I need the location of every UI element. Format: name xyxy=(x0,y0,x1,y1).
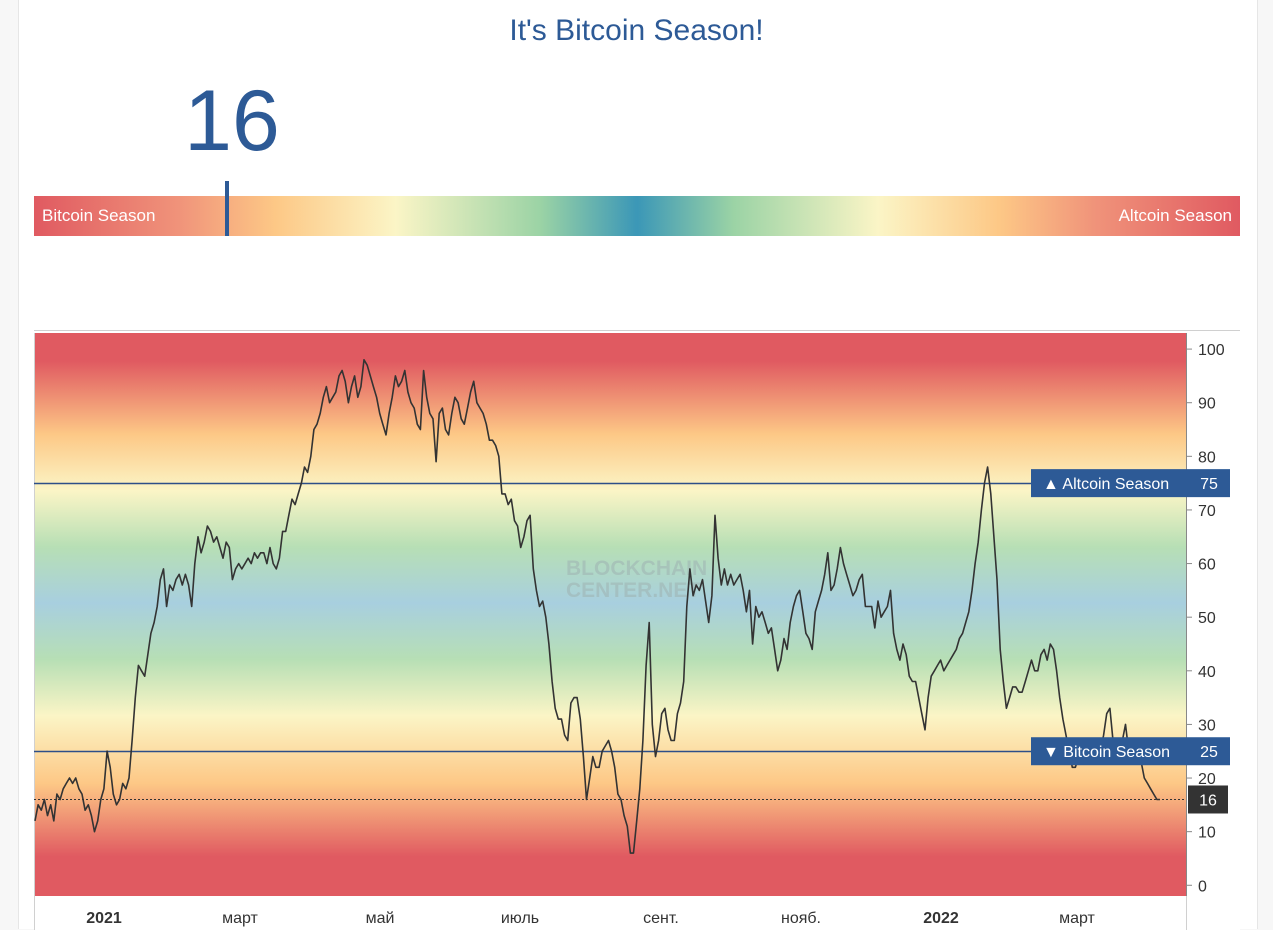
x-tick-label: 2022 xyxy=(923,910,959,927)
y-tick-label: 40 xyxy=(1198,664,1216,681)
x-tick-label: сент. xyxy=(643,910,679,927)
threshold-tag xyxy=(1031,737,1188,766)
price-tags: ▲ Altcoin Season 75 ▼ Bitcoin Season 25 16 xyxy=(1031,469,1230,814)
y-axis-panel xyxy=(1186,331,1240,930)
x-axis-panel xyxy=(34,896,1240,930)
y-tick-label: 0 xyxy=(1198,878,1207,895)
current-value-label: 16 xyxy=(1199,792,1217,809)
x-tick-label: нояб. xyxy=(781,910,821,927)
y-tick-label: 60 xyxy=(1198,557,1216,574)
y-tick-label: 30 xyxy=(1198,717,1216,734)
y-tick-label: 10 xyxy=(1198,825,1216,842)
threshold-tag-label: ▲ Altcoin Season xyxy=(1043,476,1169,493)
chart-background xyxy=(34,333,1186,896)
threshold-lines xyxy=(34,482,1186,800)
threshold-tag-label: ▼ Bitcoin Season xyxy=(1043,744,1170,761)
altcoin-season-label: Altcoin Season xyxy=(1118,206,1232,225)
threshold-tag xyxy=(1031,469,1188,498)
y-tick-label: 70 xyxy=(1198,503,1216,520)
season-scale-bar: Bitcoin Season Altcoin Season xyxy=(34,196,1240,236)
x-axis-ticks: 2021 март май июль сент. нояб. 2022 март xyxy=(86,910,1095,927)
x-tick-label: 2021 xyxy=(86,910,122,927)
altcoin-index-chart[interactable]: BLOCKCHAIN CENTER.NET 0 10 20 30 40 50 60 70 80 90… xyxy=(34,330,1240,930)
page-title: It's Bitcoin Season! xyxy=(509,14,764,47)
threshold-value-tag xyxy=(1188,469,1230,498)
altcoin-index-value: 16 xyxy=(184,73,280,169)
y-tick-label: 90 xyxy=(1198,396,1216,413)
x-tick-label: июль xyxy=(501,910,539,927)
y-tick-label: 20 xyxy=(1198,771,1216,788)
threshold-value-tag xyxy=(1188,737,1230,766)
scale-position-marker xyxy=(224,181,229,236)
threshold-value-label: 75 xyxy=(1200,476,1218,493)
y-tick-label: 50 xyxy=(1198,610,1216,627)
x-tick-label: май xyxy=(366,910,395,927)
bitcoin-season-label: Bitcoin Season xyxy=(42,206,156,225)
series-line[interactable] xyxy=(34,359,1160,854)
x-tick-label: март xyxy=(1059,910,1095,927)
y-axis-ticks: 0 10 20 30 40 50 60 70 80 90 100 xyxy=(1186,342,1225,895)
watermark-line: CENTER.NET xyxy=(566,579,700,602)
current-value-tag xyxy=(1188,785,1228,814)
watermark-line: BLOCKCHAIN xyxy=(566,557,707,580)
y-tick-label: 100 xyxy=(1198,342,1225,359)
x-tick-label: март xyxy=(222,910,258,927)
threshold-value-label: 25 xyxy=(1200,744,1218,761)
y-tick-label: 80 xyxy=(1198,449,1216,466)
